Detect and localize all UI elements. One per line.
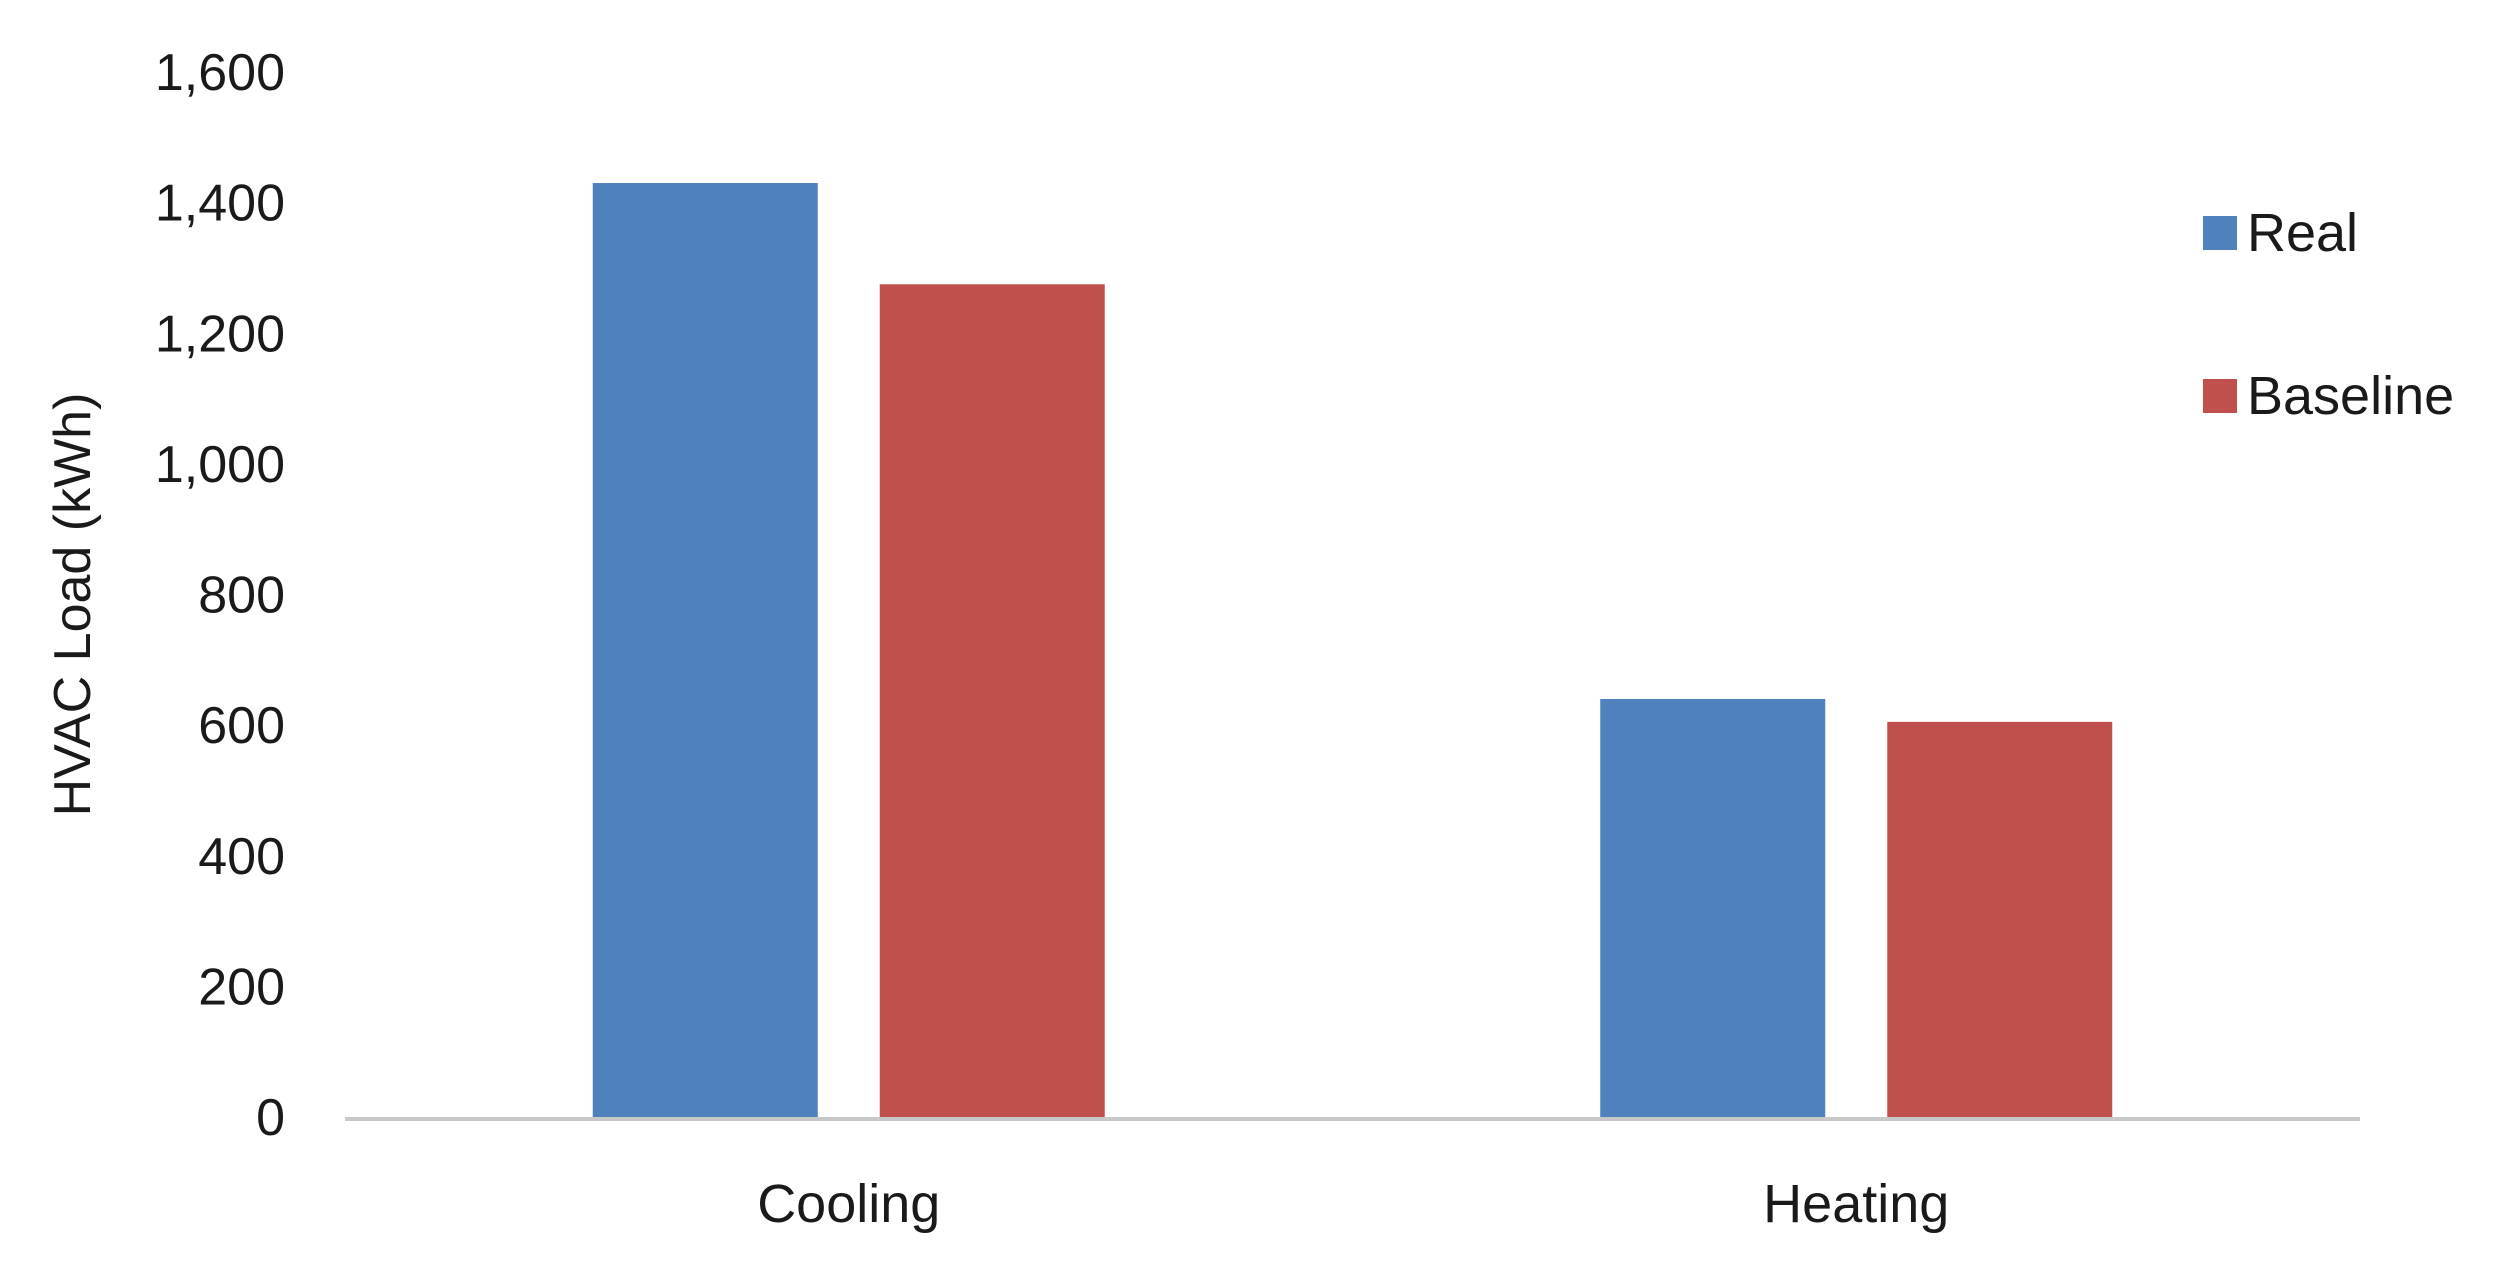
y-tick-label: 400 [198, 828, 285, 886]
y-tick-label: 200 [198, 958, 285, 1016]
y-tick-label: 0 [256, 1089, 285, 1147]
y-tick-label: 800 [198, 567, 285, 625]
bar-real-heating [1600, 699, 1826, 1117]
y-tick-label: 1,000 [155, 436, 285, 494]
bars [592, 183, 2113, 1117]
y-axis-title: HVAC Load (kWh) [44, 393, 102, 817]
y-tick-label: 1,600 [155, 44, 285, 102]
legend: Real Baseline [2203, 203, 2454, 426]
legend-label-baseline: Baseline [2247, 366, 2454, 426]
y-tick-label: 1,200 [155, 305, 285, 363]
y-tick-labels: 0 200 400 600 800 1,000 1,200 1,400 1,600 [155, 44, 285, 1147]
legend-label-real: Real [2247, 203, 2358, 263]
legend-swatch-real [2203, 216, 2237, 250]
category-labels: Cooling Heating [757, 1174, 1949, 1234]
y-tick-label: 600 [198, 697, 285, 755]
bar-baseline-heating [1887, 721, 2113, 1117]
category-label: Heating [1763, 1174, 1949, 1234]
bar-real-cooling [592, 183, 818, 1117]
category-label: Cooling [757, 1174, 940, 1234]
legend-swatch-baseline [2203, 379, 2237, 413]
y-tick-label: 1,400 [155, 175, 285, 233]
bar-baseline-cooling [879, 284, 1105, 1117]
